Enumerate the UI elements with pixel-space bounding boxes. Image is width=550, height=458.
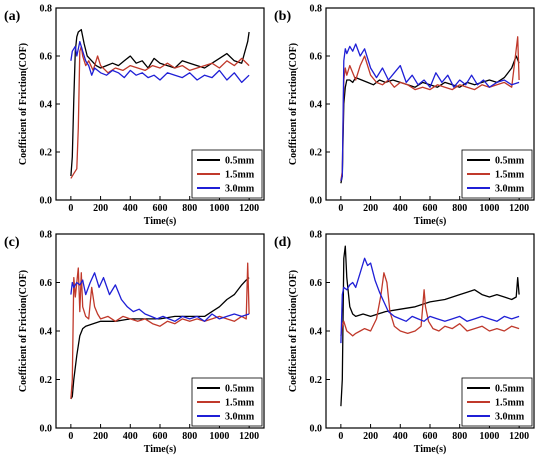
chart-panel-4: 0 200 400 600 800 1000 1200 0.0 0.2 0.4 0.6 0.8 Time… [274, 230, 535, 455]
x-tick-label: 800 [452, 203, 467, 214]
x-tick-label: 0 [68, 431, 73, 442]
y-tick-label: 0.4 [310, 327, 323, 338]
x-tick-label: 200 [363, 203, 378, 214]
x-tick-label: 200 [93, 431, 108, 442]
y-tick-label: 0.2 [310, 148, 323, 159]
series-line-0-5mm [70, 28, 250, 177]
legend-label-0-5mm: 0.5mm [225, 156, 255, 167]
series-line-1-5mm [340, 36, 520, 181]
x-tick-label: 600 [153, 431, 168, 442]
legend-label-3-0mm: 3.0mm [225, 184, 255, 195]
series-line-3-0mm [70, 272, 250, 322]
x-tick-label: 800 [452, 431, 467, 442]
legend: 0.5mm 1.5mm 3.0mm [461, 149, 533, 199]
y-axis-label: Coefficient of Friction(COF) [288, 270, 299, 392]
x-tick-label: 400 [393, 431, 408, 442]
y-tick-label: 0.0 [40, 424, 53, 435]
x-tick-label: 1000 [479, 431, 499, 442]
x-tick-label: 200 [93, 203, 108, 214]
y-tick-label: 0.6 [40, 52, 53, 63]
x-tick-label: 0 [338, 203, 343, 214]
y-tick-label: 0.8 [40, 230, 53, 241]
y-tick-label: 0.0 [310, 196, 323, 207]
legend: 0.5mm 1.5mm 3.0mm [461, 377, 533, 427]
x-tick-label: 1200 [239, 203, 259, 214]
legend-label-3-0mm: 3.0mm [225, 412, 255, 423]
legend-label-0-5mm: 0.5mm [495, 384, 525, 395]
chart-panel-2: 0 200 400 600 800 1000 1200 0.0 0.2 0.4 0.6 0.8 Time… [274, 4, 535, 227]
y-tick-label: 0.4 [40, 327, 53, 338]
x-tick-label: 400 [123, 203, 138, 214]
legend-label-1-5mm: 1.5mm [225, 170, 255, 181]
legend: 0.5mm 1.5mm 3.0mm [191, 377, 263, 427]
x-tick-label: 0 [338, 431, 343, 442]
y-axis-label: Coefficient of Friction(COF) [18, 43, 29, 165]
panel-label: (d) [274, 235, 291, 250]
x-tick-label: 200 [363, 431, 378, 442]
x-tick-label: 1200 [509, 203, 529, 214]
x-axis-label: Time(s) [144, 216, 177, 227]
y-tick-label: 0.2 [40, 375, 53, 386]
x-axis-label: Time(s) [144, 444, 177, 455]
x-tick-label: 600 [153, 203, 168, 214]
legend: 0.5mm 1.5mm 3.0mm [191, 149, 263, 199]
x-tick-label: 400 [123, 431, 138, 442]
x-tick-label: 0 [68, 203, 73, 214]
chart-panel-1: 0 200 400 600 800 1000 1200 0.0 0.2 0.4 0.6 0.8 Time… [4, 4, 265, 227]
panel-label: (c) [4, 235, 20, 250]
legend-label-0-5mm: 0.5mm [225, 384, 255, 395]
y-tick-label: 0.0 [40, 196, 53, 207]
series-line-1-5mm [340, 272, 520, 337]
x-tick-label: 800 [182, 203, 197, 214]
panel-label: (b) [274, 9, 291, 24]
y-tick-label: 0.8 [310, 4, 323, 15]
legend-label-1-5mm: 1.5mm [225, 398, 255, 409]
y-tick-label: 0.6 [310, 52, 323, 63]
legend-label-1-5mm: 1.5mm [495, 398, 525, 409]
y-axis-label: Coefficient of Friction(COF) [288, 43, 299, 165]
x-tick-label: 1000 [479, 203, 499, 214]
y-tick-label: 0.8 [310, 230, 323, 241]
panel-label: (a) [4, 9, 21, 24]
y-axis-label: Coefficient of Friction(COF) [18, 270, 29, 392]
series-line-1-5mm [70, 262, 250, 399]
y-tick-label: 0.0 [310, 424, 323, 435]
x-tick-label: 600 [423, 203, 438, 214]
x-tick-label: 600 [423, 431, 438, 442]
legend-label-0-5mm: 0.5mm [495, 156, 525, 167]
y-tick-label: 0.2 [40, 148, 53, 159]
series-line-3-0mm [340, 43, 520, 181]
y-tick-label: 0.6 [40, 278, 53, 289]
legend-label-3-0mm: 3.0mm [495, 412, 525, 423]
x-tick-label: 1200 [509, 431, 529, 442]
x-tick-label: 800 [182, 431, 197, 442]
y-tick-label: 0.8 [40, 4, 53, 15]
series-line-3-0mm [340, 257, 520, 344]
x-tick-label: 400 [393, 203, 408, 214]
y-tick-label: 0.6 [310, 278, 323, 289]
x-tick-label: 1000 [209, 431, 229, 442]
legend-label-3-0mm: 3.0mm [495, 184, 525, 195]
chart-panel-3: 0 200 400 600 800 1000 1200 0.0 0.2 0.4 0.6 0.8 Time… [4, 230, 265, 455]
series-line-0-5mm [340, 55, 520, 184]
y-tick-label: 0.4 [310, 100, 323, 111]
x-tick-label: 1200 [239, 431, 259, 442]
series-line-3-0mm [70, 40, 250, 84]
x-tick-label: 1000 [209, 203, 229, 214]
x-axis-label: Time(s) [414, 216, 447, 227]
legend-label-1-5mm: 1.5mm [495, 170, 525, 181]
y-tick-label: 0.2 [310, 375, 323, 386]
x-axis-label: Time(s) [414, 444, 447, 455]
y-tick-label: 0.4 [40, 100, 53, 111]
